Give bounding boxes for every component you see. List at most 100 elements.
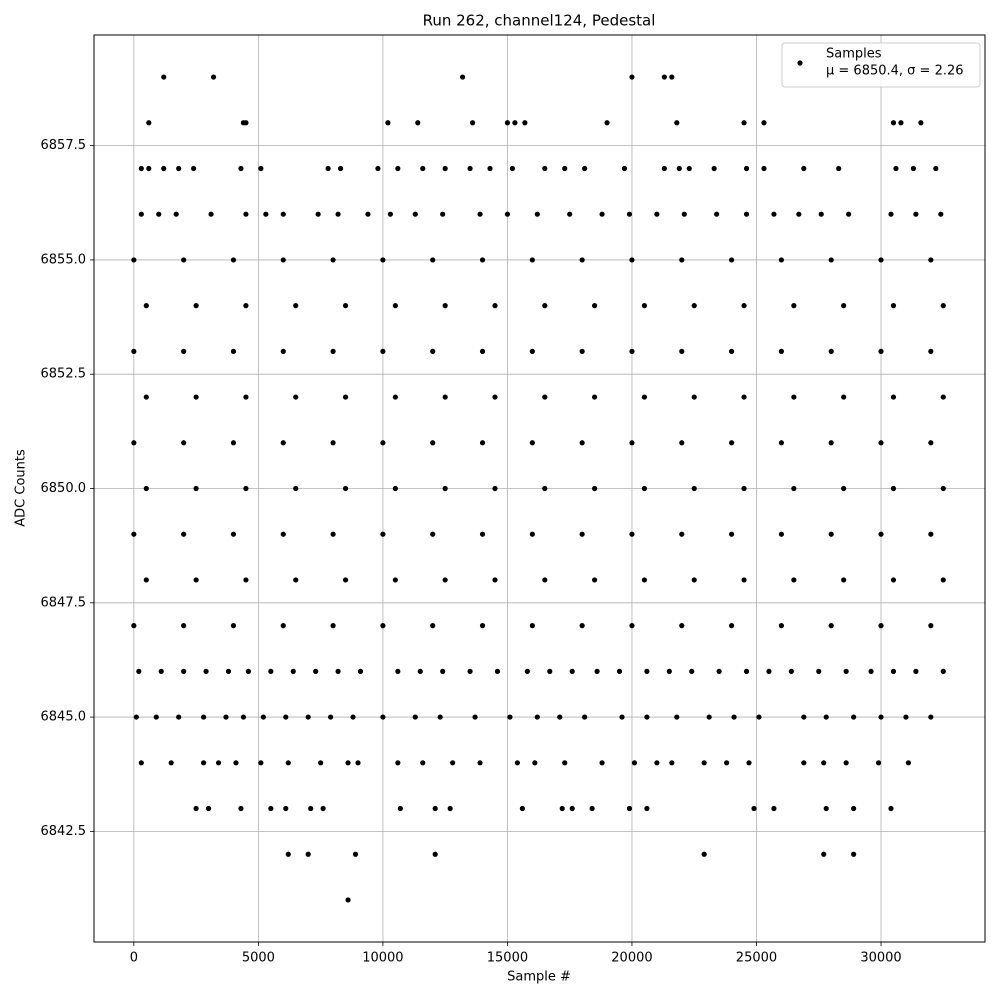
data-point bbox=[801, 714, 807, 720]
data-point bbox=[928, 714, 934, 720]
data-point bbox=[181, 623, 187, 629]
data-point bbox=[534, 714, 540, 720]
data-point bbox=[905, 760, 912, 766]
data-point bbox=[138, 760, 144, 766]
data-point bbox=[875, 760, 882, 766]
data-point bbox=[479, 531, 486, 537]
x-tick-label: 5000 bbox=[242, 951, 275, 966]
data-point bbox=[878, 440, 884, 446]
data-point bbox=[477, 211, 483, 217]
data-point bbox=[477, 760, 483, 766]
data-point bbox=[131, 440, 137, 446]
data-point bbox=[542, 485, 548, 492]
data-point bbox=[778, 348, 784, 354]
data-point bbox=[243, 577, 249, 583]
data-point bbox=[724, 760, 730, 766]
data-point bbox=[644, 714, 650, 720]
data-point bbox=[791, 577, 797, 583]
data-point bbox=[592, 577, 598, 583]
x-tick-label: 20000 bbox=[611, 951, 652, 966]
data-point bbox=[801, 165, 807, 172]
data-point bbox=[741, 577, 747, 583]
data-point bbox=[290, 668, 296, 674]
data-point bbox=[305, 851, 311, 857]
data-point bbox=[342, 394, 349, 400]
data-point bbox=[743, 165, 750, 172]
data-point bbox=[512, 120, 518, 126]
data-point bbox=[225, 668, 232, 674]
data-point bbox=[841, 303, 847, 309]
data-point bbox=[728, 623, 735, 629]
legend-annotation: μ = 6850.4, σ = 2.26 bbox=[826, 64, 964, 79]
data-point bbox=[330, 623, 336, 629]
data-point bbox=[280, 348, 286, 354]
data-point bbox=[181, 348, 187, 354]
data-point bbox=[260, 714, 266, 720]
data-point bbox=[928, 257, 934, 263]
data-point bbox=[223, 714, 229, 720]
data-point bbox=[629, 348, 635, 354]
data-point bbox=[330, 348, 336, 354]
data-point bbox=[479, 348, 486, 354]
data-point bbox=[940, 303, 946, 309]
data-point bbox=[629, 257, 635, 263]
data-point bbox=[766, 668, 772, 674]
data-point bbox=[592, 303, 598, 309]
data-point bbox=[392, 303, 398, 309]
y-tick-label: 6845.0 bbox=[41, 710, 87, 725]
data-point bbox=[599, 760, 605, 766]
grid bbox=[94, 35, 985, 942]
data-point bbox=[342, 577, 349, 583]
data-point bbox=[420, 760, 426, 766]
data-point bbox=[469, 120, 476, 126]
data-point bbox=[791, 303, 797, 309]
data-point bbox=[173, 211, 179, 217]
data-point bbox=[447, 805, 453, 812]
data-point bbox=[392, 394, 398, 400]
data-point bbox=[846, 211, 852, 217]
data-point bbox=[567, 211, 573, 217]
data-point bbox=[868, 668, 874, 674]
data-point bbox=[616, 668, 623, 674]
data-point bbox=[711, 165, 717, 172]
data-point bbox=[131, 348, 137, 354]
data-point bbox=[534, 211, 540, 217]
data-point bbox=[661, 74, 667, 80]
data-point bbox=[143, 577, 149, 583]
data-point bbox=[205, 805, 212, 812]
data-point bbox=[285, 760, 291, 766]
data-point bbox=[430, 257, 436, 263]
data-point bbox=[230, 257, 237, 263]
data-point bbox=[387, 211, 393, 217]
data-point bbox=[432, 805, 438, 812]
data-point bbox=[397, 805, 403, 812]
data-point bbox=[243, 303, 249, 309]
data-point bbox=[890, 303, 897, 309]
data-point bbox=[938, 211, 944, 217]
data-point bbox=[823, 805, 829, 812]
data-point bbox=[714, 211, 720, 217]
data-point bbox=[143, 394, 149, 400]
data-point bbox=[691, 577, 697, 583]
data-point bbox=[430, 531, 436, 537]
legend: Samples μ = 6850.4, σ = 2.26 bbox=[781, 42, 981, 88]
data-point bbox=[666, 668, 672, 674]
data-point bbox=[430, 440, 436, 446]
data-point bbox=[355, 760, 361, 766]
data-point bbox=[313, 668, 319, 674]
data-point bbox=[716, 668, 722, 674]
data-point bbox=[430, 348, 436, 354]
data-point bbox=[594, 668, 600, 674]
data-point bbox=[890, 485, 897, 492]
data-point bbox=[701, 851, 707, 857]
data-point bbox=[243, 211, 249, 217]
data-point bbox=[841, 394, 847, 400]
data-point bbox=[631, 760, 638, 766]
data-point bbox=[138, 211, 144, 217]
data-point bbox=[674, 714, 680, 720]
data-point bbox=[415, 120, 421, 126]
data-point bbox=[679, 531, 685, 537]
data-point bbox=[821, 760, 827, 766]
data-point bbox=[352, 851, 359, 857]
data-point bbox=[283, 805, 289, 812]
